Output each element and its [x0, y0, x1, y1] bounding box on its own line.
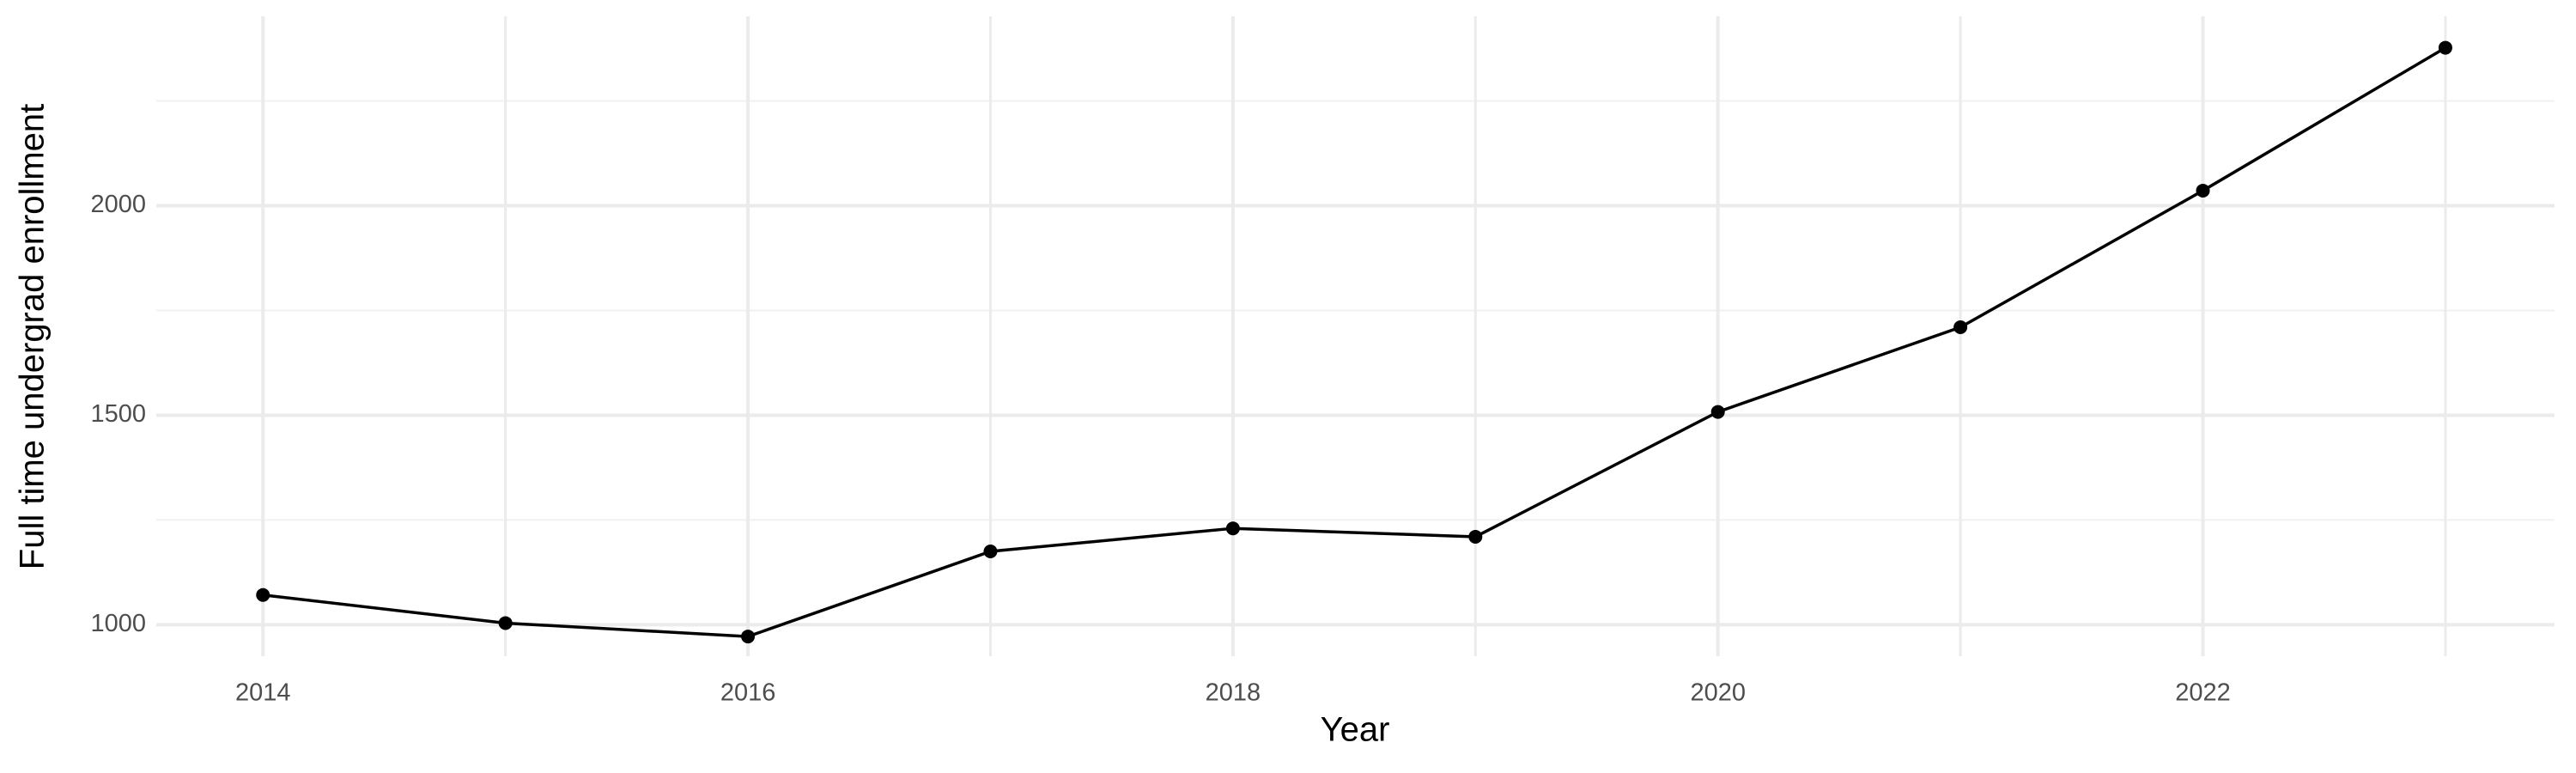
point	[498, 616, 513, 630]
point	[1225, 521, 1240, 536]
point	[2438, 40, 2452, 55]
x-tick-label: 2020	[1690, 679, 1746, 707]
x-tick-label: 2018	[1206, 679, 1261, 707]
point	[983, 545, 998, 559]
x-tick-label: 2016	[720, 679, 776, 707]
x-axis-title: Year	[1321, 711, 1390, 749]
x-tick-label: 2022	[2175, 679, 2231, 707]
point	[1953, 320, 1968, 335]
y-axis-title: Full time undergrad enrollment	[14, 104, 52, 569]
series-line	[263, 46, 2446, 638]
y-tick-label: 1000	[90, 610, 146, 637]
point	[741, 630, 756, 644]
x-tick-label: 2014	[235, 679, 291, 707]
point	[1710, 405, 1725, 419]
point	[1468, 529, 1483, 544]
point	[256, 587, 270, 602]
y-tick-label: 2000	[90, 191, 146, 218]
point	[2196, 183, 2210, 198]
y-tick-label: 1500	[90, 400, 146, 428]
